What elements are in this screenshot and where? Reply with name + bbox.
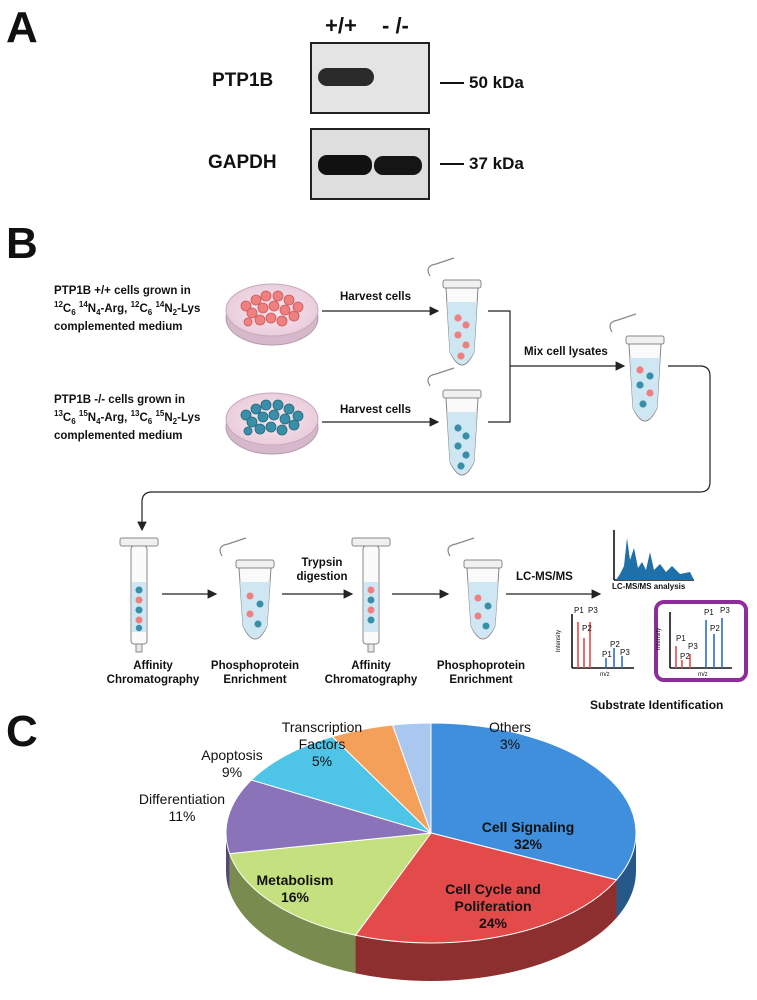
highlight-box [654,600,748,682]
lcms-label: LC-MS/MS [516,571,573,583]
pie-slice-others [391,722,432,834]
lane-label-ko: - /- [382,13,409,38]
workflow-diagram [119,257,748,682]
lcms-chromatogram-icon [613,530,694,581]
axis-x-left: m/z [600,672,610,678]
pie-chart [225,722,637,981]
peak-label-right-2: P3 [688,642,698,651]
tube-ko-icon [427,367,482,476]
axis-y-left: Intensity [556,629,563,653]
pie-slice-apoptosis [250,736,432,834]
blot-label-gapdh: GAPDH [208,152,277,173]
lane-label-wt: +/+ [325,13,357,38]
peak-label-right-1: P1 [676,634,686,643]
lcms-analysis-label: LC-MS/MS analysis [612,582,686,591]
peak-label-left-1: P1 [574,606,584,615]
marker-37kda: 37 kDa [469,154,524,173]
blot-ptp1b [310,42,430,114]
pie-side-cell-cycle [355,879,617,981]
petri-dish-ko-icon [225,392,319,455]
pie-slice-differentiation [225,779,432,855]
pie-slice-cell-signaling [430,722,637,881]
axis-x-right: m/z [698,672,708,678]
petri-dish-wt-icon [225,283,319,346]
mix-bracket [488,310,511,423]
panel-c-letter: C [6,707,38,756]
pie-label-cell-cycle: Cell Cycle and Poliferation 24% [445,881,541,931]
band-gapdh-ko [374,156,422,175]
peak-label-right-6: P2 [710,624,720,633]
harvest-label-1: Harvest cells [340,291,411,303]
pie-top [225,722,637,944]
blot-gapdh [310,128,430,200]
tube-mixed-icon [609,313,665,422]
pie-label-cell-signaling: Cell Signaling 32% [481,819,575,852]
blot-label-ptp1b: PTP1B [212,70,274,91]
affinity-column-2-icon [351,537,391,653]
peak-label-left-4: P1 [602,650,612,659]
wt-cell-cluster [240,290,304,327]
harvest-label-2: Harvest cells [340,404,411,416]
marker-50kda: 50 kDa [469,73,524,92]
pie-label-differentiation: Differentiation 11% [138,791,226,824]
ms-spectrum-right-icon [654,600,748,682]
peak-label-left-3: P2 [582,624,592,633]
axis-y-right: Intensity [656,627,663,651]
mix-label: Mix cell lysates [524,346,608,358]
cells-ko-description: PTP1B -/- cells grown in 13C6 15N4-Arg, … [54,394,201,443]
peak-label-right-5: P3 [720,606,730,615]
pie-label-transcription: Transcription Factors 5% [281,719,363,769]
pie-label-apoptosis: Apoptosis 9% [201,747,263,780]
peak-label-right-3: P2 [680,652,690,661]
pie-side-cell-signaling [616,833,636,918]
pie-sides [226,833,636,981]
tube-phospho-1-icon [219,537,275,640]
step-affinity-1: Affinity Chromatography [106,660,200,686]
peak-label-left-5: P2 [610,640,620,649]
step-affinity-2: Affinity Chromatography [324,660,418,686]
ms-spectrum-left-icon [571,614,634,669]
pie-label-metabolism: Metabolism 16% [256,872,334,905]
band-ptp1b-wt [318,68,374,86]
ko-cell-cluster [240,399,304,436]
pie-slice-metabolism [228,832,433,936]
cells-wt-description: PTP1B +/+ cells grown in 12C6 14N4-Arg, … [54,285,201,334]
marker-line-37 [440,163,464,165]
panel-b-letter: B [6,219,38,268]
marker-line-50 [440,82,464,84]
peak-label-left-2: P3 [588,606,598,615]
arrow-return [137,365,711,532]
tube-wt-icon [427,257,482,366]
step-phospho-1: Phosphoprotein Enrichment [210,660,300,686]
band-gapdh-wt [318,155,372,175]
pie-label-others: Others 3% [488,719,531,752]
panel-a-letter: A [6,3,38,52]
tube-phospho-2-icon [447,537,503,640]
affinity-column-1-icon [119,537,159,653]
step-phospho-2: Phosphoprotein Enrichment [436,660,526,686]
trypsin-label: Trypsin digestion [296,557,348,583]
pie-slice-cell-cycle [354,832,618,944]
pie-side-metabolism [229,853,356,974]
substrate-label: Substrate Identification [590,698,724,712]
pie-side-differentiation [226,833,230,892]
peak-label-left-6: P3 [620,648,630,657]
peak-label-right-4: P1 [704,608,714,617]
